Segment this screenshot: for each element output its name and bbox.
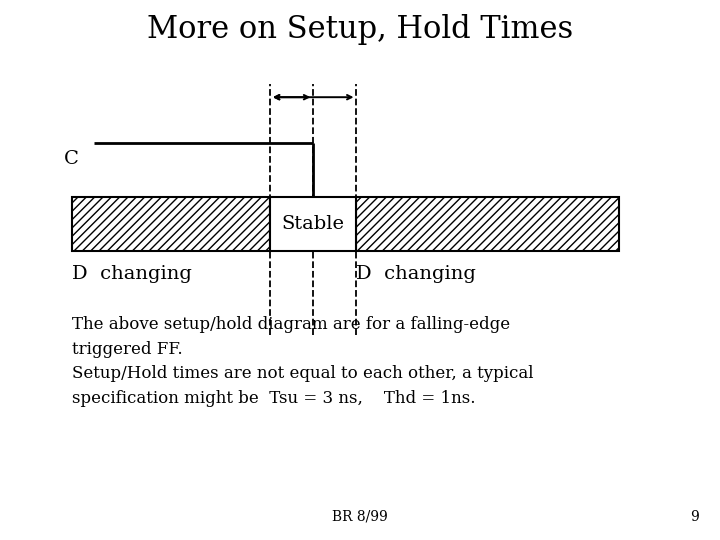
Text: Stable: Stable (282, 215, 345, 233)
Text: More on Setup, Hold Times: More on Setup, Hold Times (147, 14, 573, 45)
Text: D  changing: D changing (72, 265, 192, 282)
Text: 9: 9 (690, 510, 698, 524)
Text: C: C (64, 150, 79, 168)
Bar (72, 197, 270, 251)
Text: The above setup/hold diagram are for a falling-edge
triggered FF.
Setup/Hold tim: The above setup/hold diagram are for a f… (72, 316, 534, 407)
Bar (356, 197, 619, 251)
Text: D  changing: D changing (356, 265, 476, 282)
Bar (270, 197, 356, 251)
Text: BR 8/99: BR 8/99 (332, 510, 388, 524)
